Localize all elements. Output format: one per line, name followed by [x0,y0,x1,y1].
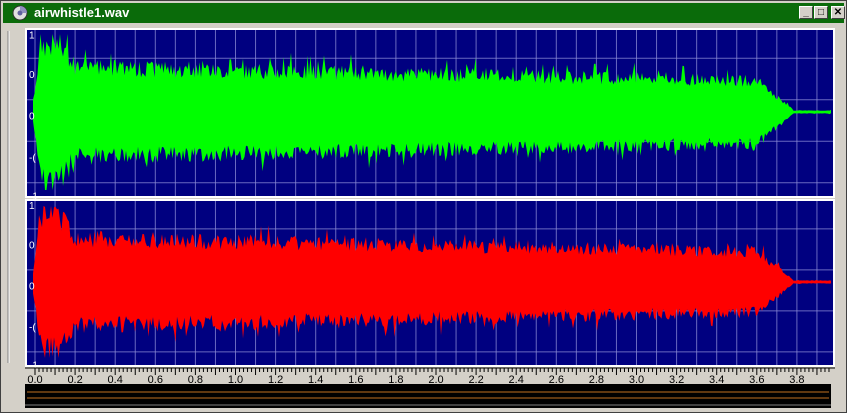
channel-left-waveform [33,34,831,190]
y-tick-label: -( [29,153,36,164]
time-tick-label: 0.4 [108,374,123,386]
y-tick-label: 0 [29,70,35,81]
y-tick-label: 1 [29,30,35,41]
time-tick-label: 3.2 [669,374,684,386]
channel-right-panel[interactable]: 1 0 0 -( -1 [25,199,835,371]
title-bar[interactable]: airwhistle1.wav _ □ ✕ [3,3,845,23]
channel-left-panel[interactable]: 1 0 0 -( -1 [25,28,835,202]
overview-scrollbar[interactable] [25,384,831,408]
y-tick-label: 0 [29,112,35,123]
time-tick-label: 1.2 [268,374,283,386]
time-tick-label: 0.0 [27,374,42,386]
time-tick-label: 3.0 [629,374,644,386]
time-tick-label: 2.8 [589,374,604,386]
time-tick-label: 2.2 [468,374,483,386]
time-tick-label: 2.4 [509,374,524,386]
y-tick-label: 0 [29,241,35,252]
y-tick-label: 0 [29,282,35,293]
time-tick-label: 2.6 [549,374,564,386]
channel-right-y-axis: 1 0 0 -( -1 [29,201,38,371]
window-title: airwhistle1.wav [34,5,130,20]
time-tick-label: 1.8 [388,374,403,386]
audio-disc-icon [12,5,28,21]
minimize-button[interactable]: _ [799,6,813,19]
y-tick-label: -( [29,323,36,334]
time-tick-label: 0.2 [67,374,82,386]
time-tick-label: 1.4 [308,374,323,386]
time-tick-label: 0.8 [188,374,203,386]
y-tick-label: -1 [29,191,38,202]
waveform-area[interactable]: 1 0 0 -( -1 1 0 0 -( -1 0.0 0.2 0.4 0.6 0.8 1.0 1.2 1.4… [1,23,847,413]
timeline-ruler[interactable]: 0.0 0.2 0.4 0.6 0.8 1.0 1.2 1.4 1.6 1.8 2.0 2.2 2.4 2… [25,367,835,386]
maximize-button[interactable]: □ [814,6,828,19]
time-tick-label: 3.4 [709,374,724,386]
y-tick-label: -1 [29,360,38,371]
time-tick-label: 3.8 [789,374,804,386]
time-tick-label: 1.0 [228,374,243,386]
channel-left-y-axis: 1 0 0 -( -1 [29,30,38,202]
time-tick-label: 0.6 [148,374,163,386]
time-tick-label: 3.6 [749,374,764,386]
channel-right-waveform [33,206,831,358]
time-tick-label: 2.0 [428,374,443,386]
close-button[interactable]: ✕ [831,6,845,19]
time-tick-label: 1.6 [348,374,363,386]
y-tick-label: 1 [29,201,35,212]
